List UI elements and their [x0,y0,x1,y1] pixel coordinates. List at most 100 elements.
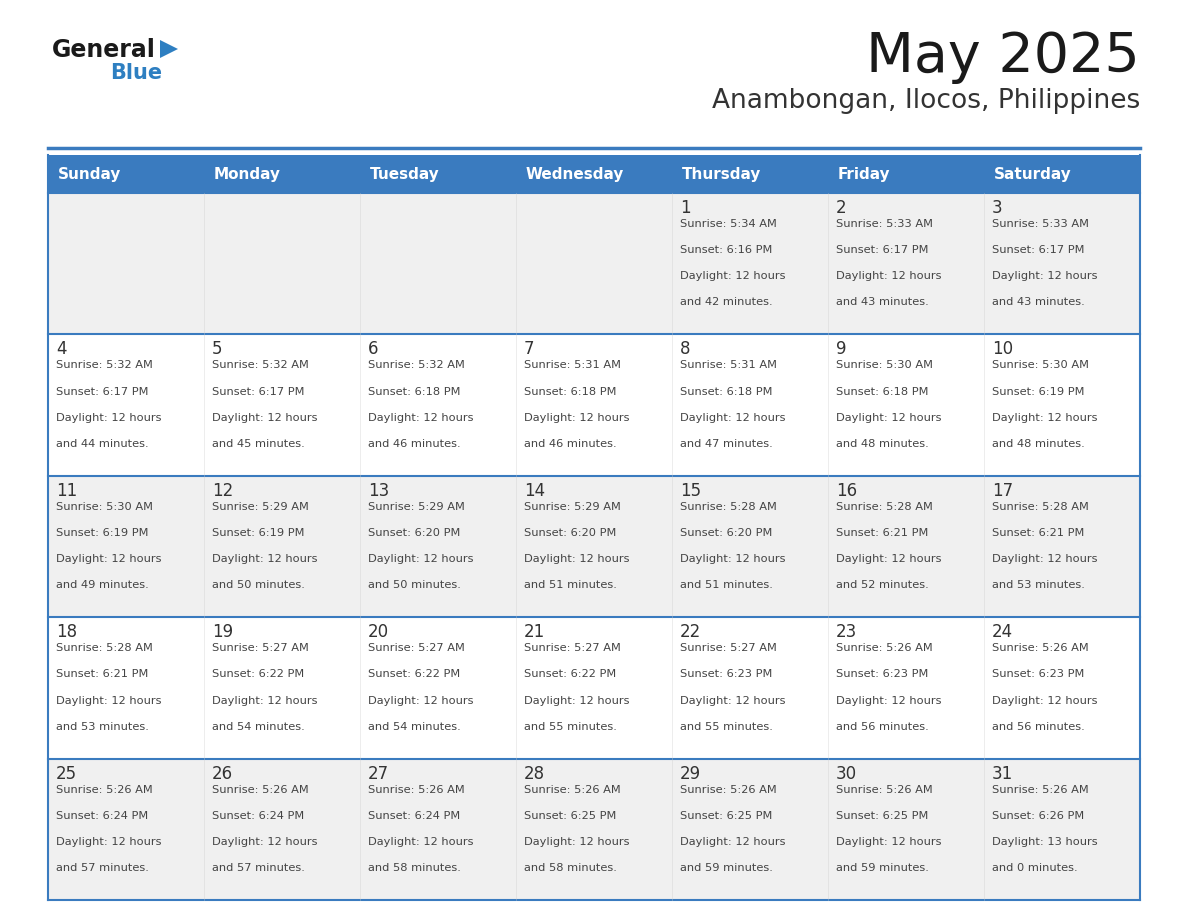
Text: and 53 minutes.: and 53 minutes. [56,722,148,732]
Text: and 51 minutes.: and 51 minutes. [524,580,617,590]
Text: Sunrise: 5:30 AM: Sunrise: 5:30 AM [992,361,1089,370]
Text: and 58 minutes.: and 58 minutes. [368,863,461,873]
Text: Sunrise: 5:32 AM: Sunrise: 5:32 AM [56,361,153,370]
Text: Sunset: 6:18 PM: Sunset: 6:18 PM [680,386,772,397]
Bar [516,334,672,476]
Bar [204,155,360,193]
Text: and 57 minutes.: and 57 minutes. [211,863,305,873]
Text: Sunrise: 5:26 AM: Sunrise: 5:26 AM [836,785,933,795]
Text: Sunset: 6:18 PM: Sunset: 6:18 PM [836,386,929,397]
Bar [516,476,672,617]
Text: Daylight: 12 hours: Daylight: 12 hours [56,837,162,847]
Text: Sunset: 6:19 PM: Sunset: 6:19 PM [211,528,304,538]
Text: Sunrise: 5:28 AM: Sunrise: 5:28 AM [992,502,1089,512]
Bar [360,476,516,617]
Text: Sunset: 6:22 PM: Sunset: 6:22 PM [211,669,304,679]
Text: and 56 minutes.: and 56 minutes. [992,722,1085,732]
Text: Sunset: 6:16 PM: Sunset: 6:16 PM [680,245,772,255]
Text: Sunset: 6:25 PM: Sunset: 6:25 PM [836,811,928,821]
Text: Sunrise: 5:27 AM: Sunrise: 5:27 AM [368,644,465,654]
Bar [984,193,1140,334]
Text: Daylight: 12 hours: Daylight: 12 hours [836,696,942,706]
Text: Wednesday: Wednesday [526,166,625,182]
Text: Daylight: 12 hours: Daylight: 12 hours [836,554,942,565]
Text: 10: 10 [992,341,1013,358]
Text: Sunset: 6:20 PM: Sunset: 6:20 PM [524,528,617,538]
Text: Daylight: 12 hours: Daylight: 12 hours [211,554,317,565]
Text: and 42 minutes.: and 42 minutes. [680,297,772,308]
Bar [360,617,516,758]
Bar [984,758,1140,900]
Text: Sunset: 6:23 PM: Sunset: 6:23 PM [836,669,928,679]
Text: Sunrise: 5:26 AM: Sunrise: 5:26 AM [368,785,465,795]
Text: Sunset: 6:22 PM: Sunset: 6:22 PM [524,669,617,679]
Text: 13: 13 [368,482,390,499]
Text: Daylight: 12 hours: Daylight: 12 hours [211,696,317,706]
Text: Daylight: 12 hours: Daylight: 12 hours [680,272,785,281]
Text: Sunset: 6:21 PM: Sunset: 6:21 PM [992,528,1085,538]
Bar [204,476,360,617]
Text: and 58 minutes.: and 58 minutes. [524,863,617,873]
Text: and 45 minutes.: and 45 minutes. [211,439,305,449]
Text: 11: 11 [56,482,77,499]
Bar [672,476,828,617]
Text: Daylight: 12 hours: Daylight: 12 hours [836,413,942,422]
Text: Daylight: 12 hours: Daylight: 12 hours [211,837,317,847]
Text: Sunset: 6:19 PM: Sunset: 6:19 PM [992,386,1085,397]
Bar [828,193,984,334]
Text: 28: 28 [524,765,545,783]
Text: Saturday: Saturday [994,166,1072,182]
Text: Daylight: 12 hours: Daylight: 12 hours [680,413,785,422]
Text: and 57 minutes.: and 57 minutes. [56,863,148,873]
Text: and 50 minutes.: and 50 minutes. [368,580,461,590]
Text: Sunrise: 5:31 AM: Sunrise: 5:31 AM [680,361,777,370]
Bar [828,758,984,900]
Text: and 54 minutes.: and 54 minutes. [211,722,305,732]
Text: Sunrise: 5:26 AM: Sunrise: 5:26 AM [836,644,933,654]
Text: 25: 25 [56,765,77,783]
Text: Blue: Blue [110,63,162,83]
Bar [516,155,672,193]
Text: Sunrise: 5:31 AM: Sunrise: 5:31 AM [524,361,621,370]
Text: 20: 20 [368,623,390,641]
Bar [672,193,828,334]
Text: Sunset: 6:17 PM: Sunset: 6:17 PM [211,386,304,397]
Bar [360,758,516,900]
Text: Anambongan, Ilocos, Philippines: Anambongan, Ilocos, Philippines [712,88,1140,114]
Text: and 55 minutes.: and 55 minutes. [680,722,773,732]
Text: Sunrise: 5:26 AM: Sunrise: 5:26 AM [992,785,1088,795]
Bar [828,334,984,476]
Bar [984,476,1140,617]
Text: Sunset: 6:17 PM: Sunset: 6:17 PM [836,245,929,255]
Text: Monday: Monday [214,166,282,182]
Text: Sunrise: 5:33 AM: Sunrise: 5:33 AM [836,219,933,229]
Text: Daylight: 12 hours: Daylight: 12 hours [992,413,1098,422]
Text: 24: 24 [992,623,1013,641]
Text: Sunrise: 5:29 AM: Sunrise: 5:29 AM [368,502,465,512]
Text: and 47 minutes.: and 47 minutes. [680,439,772,449]
Text: 6: 6 [368,341,379,358]
Text: General: General [52,38,156,62]
Bar [48,334,204,476]
Text: and 43 minutes.: and 43 minutes. [992,297,1085,308]
Text: 22: 22 [680,623,701,641]
Text: 30: 30 [836,765,857,783]
Text: Sunrise: 5:30 AM: Sunrise: 5:30 AM [836,361,933,370]
Text: and 46 minutes.: and 46 minutes. [524,439,617,449]
Bar [48,193,204,334]
Bar [204,334,360,476]
Text: Daylight: 12 hours: Daylight: 12 hours [680,696,785,706]
Text: Daylight: 12 hours: Daylight: 12 hours [836,272,942,281]
Text: and 49 minutes.: and 49 minutes. [56,580,148,590]
Text: Daylight: 12 hours: Daylight: 12 hours [524,696,630,706]
Text: and 48 minutes.: and 48 minutes. [992,439,1085,449]
Bar [48,617,204,758]
Text: 5: 5 [211,341,222,358]
Text: Sunrise: 5:29 AM: Sunrise: 5:29 AM [524,502,621,512]
Text: Daylight: 12 hours: Daylight: 12 hours [368,837,474,847]
Text: Sunset: 6:23 PM: Sunset: 6:23 PM [992,669,1085,679]
Text: and 0 minutes.: and 0 minutes. [992,863,1078,873]
Text: 26: 26 [211,765,233,783]
Text: Daylight: 12 hours: Daylight: 12 hours [368,413,474,422]
Text: 17: 17 [992,482,1013,499]
